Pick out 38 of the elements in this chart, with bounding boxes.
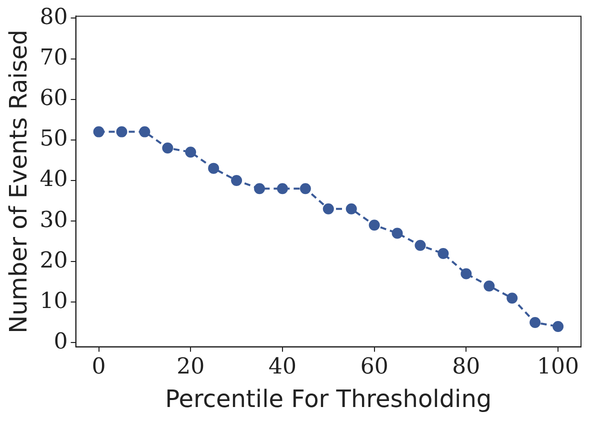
x-tick-label: 80 xyxy=(452,354,480,380)
point xyxy=(116,126,128,138)
x-tick-label: 40 xyxy=(268,354,296,380)
point xyxy=(346,203,357,214)
x-tick-label: 20 xyxy=(176,354,205,380)
point xyxy=(231,174,242,186)
point xyxy=(93,126,104,138)
y-tick-label: 70 xyxy=(40,46,68,71)
point xyxy=(414,240,426,251)
x-tick-label: 0 xyxy=(92,354,106,380)
point xyxy=(368,220,380,231)
point xyxy=(438,248,449,259)
point xyxy=(484,280,495,292)
point xyxy=(460,268,472,280)
point xyxy=(276,183,288,194)
point xyxy=(254,183,266,194)
y-axis-title: Number of Events Raised xyxy=(4,30,33,334)
point xyxy=(552,321,564,332)
y-tick-label: 50 xyxy=(40,126,68,152)
y-tick-label: 10 xyxy=(40,288,68,314)
x-tick-label: 60 xyxy=(360,354,388,380)
y-tick-label: 40 xyxy=(40,167,68,192)
point xyxy=(300,183,311,194)
y-tick-label: 30 xyxy=(40,208,68,233)
point xyxy=(162,142,174,154)
point xyxy=(530,316,541,328)
point xyxy=(506,292,518,304)
point xyxy=(322,203,334,214)
point xyxy=(185,146,196,158)
point xyxy=(392,228,403,239)
y-tick-label: 60 xyxy=(40,86,68,112)
y-tick-label: 0 xyxy=(54,329,68,354)
x-tick-label: 100 xyxy=(537,354,580,380)
y-tick-label: 20 xyxy=(40,248,68,274)
x-axis-title: Percentile For Thresholding xyxy=(165,384,492,413)
y-tick-label: 80 xyxy=(40,4,68,30)
point xyxy=(208,162,220,174)
point xyxy=(139,126,150,138)
